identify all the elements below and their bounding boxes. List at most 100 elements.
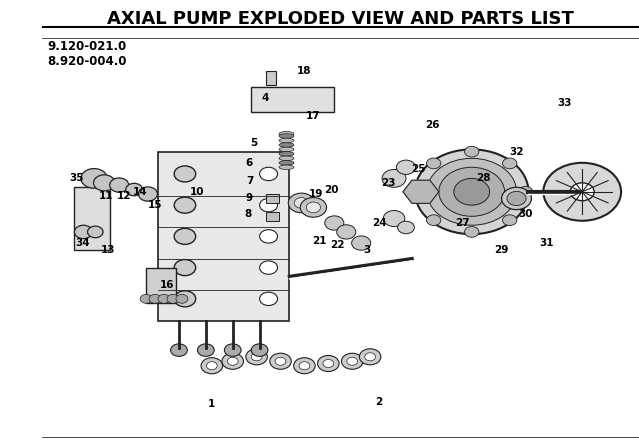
Circle shape bbox=[251, 353, 262, 361]
Text: 12: 12 bbox=[117, 191, 131, 201]
Circle shape bbox=[300, 198, 327, 217]
Circle shape bbox=[174, 197, 196, 213]
Circle shape bbox=[570, 183, 594, 201]
Text: 23: 23 bbox=[381, 178, 396, 188]
Text: 25: 25 bbox=[411, 165, 425, 174]
Circle shape bbox=[149, 294, 161, 303]
FancyBboxPatch shape bbox=[74, 187, 111, 250]
FancyBboxPatch shape bbox=[266, 71, 276, 85]
Circle shape bbox=[347, 357, 358, 365]
Circle shape bbox=[227, 357, 238, 365]
Text: SERVICE MANUAL: SERVICE MANUAL bbox=[10, 248, 19, 332]
Text: 35: 35 bbox=[69, 173, 84, 183]
Circle shape bbox=[299, 362, 310, 370]
Circle shape bbox=[465, 227, 479, 237]
Text: 31: 31 bbox=[539, 238, 553, 248]
Text: 17: 17 bbox=[306, 111, 321, 121]
Text: 21: 21 bbox=[312, 236, 327, 246]
Circle shape bbox=[138, 187, 157, 201]
Circle shape bbox=[275, 357, 286, 365]
Circle shape bbox=[318, 355, 339, 372]
Text: 26: 26 bbox=[426, 120, 440, 130]
Circle shape bbox=[507, 191, 526, 206]
Text: 29: 29 bbox=[495, 245, 509, 255]
Text: 11: 11 bbox=[99, 191, 113, 201]
Circle shape bbox=[518, 186, 533, 197]
Text: 2: 2 bbox=[376, 397, 383, 407]
Text: PRESSURE WASHER: PRESSURE WASHER bbox=[25, 232, 35, 347]
Circle shape bbox=[174, 228, 196, 244]
Circle shape bbox=[174, 166, 196, 182]
FancyBboxPatch shape bbox=[158, 152, 289, 321]
Text: 5: 5 bbox=[250, 138, 258, 148]
Text: 3: 3 bbox=[364, 245, 371, 255]
Circle shape bbox=[167, 294, 179, 303]
Circle shape bbox=[502, 187, 532, 210]
Text: 7: 7 bbox=[246, 176, 253, 186]
FancyBboxPatch shape bbox=[250, 87, 334, 112]
FancyBboxPatch shape bbox=[146, 268, 176, 303]
Ellipse shape bbox=[279, 134, 294, 138]
FancyBboxPatch shape bbox=[266, 194, 279, 203]
Text: 8: 8 bbox=[244, 209, 251, 219]
Ellipse shape bbox=[279, 156, 294, 161]
Circle shape bbox=[126, 183, 142, 196]
Ellipse shape bbox=[279, 152, 294, 156]
Text: 9: 9 bbox=[246, 194, 253, 203]
Ellipse shape bbox=[279, 161, 294, 165]
Text: 13: 13 bbox=[101, 245, 116, 255]
Circle shape bbox=[201, 358, 222, 374]
Text: 15: 15 bbox=[148, 200, 162, 210]
Text: 30: 30 bbox=[518, 209, 533, 219]
Circle shape bbox=[341, 353, 363, 369]
Circle shape bbox=[110, 178, 129, 192]
Circle shape bbox=[197, 344, 214, 356]
Circle shape bbox=[382, 169, 406, 187]
Circle shape bbox=[259, 230, 277, 243]
Circle shape bbox=[88, 226, 103, 238]
Polygon shape bbox=[403, 180, 439, 203]
Circle shape bbox=[397, 221, 414, 234]
Text: 18: 18 bbox=[297, 66, 312, 76]
Circle shape bbox=[176, 294, 188, 303]
Circle shape bbox=[158, 294, 170, 303]
Ellipse shape bbox=[279, 147, 294, 152]
FancyBboxPatch shape bbox=[266, 212, 279, 221]
Text: 33: 33 bbox=[557, 98, 571, 107]
Circle shape bbox=[502, 158, 517, 169]
Circle shape bbox=[259, 167, 277, 181]
Text: 24: 24 bbox=[372, 218, 387, 228]
Circle shape bbox=[251, 344, 268, 356]
Circle shape bbox=[415, 149, 528, 234]
Circle shape bbox=[365, 353, 376, 361]
Text: 28: 28 bbox=[477, 173, 491, 183]
Ellipse shape bbox=[279, 132, 294, 136]
Ellipse shape bbox=[279, 138, 294, 143]
Circle shape bbox=[174, 260, 196, 276]
Text: 22: 22 bbox=[330, 240, 344, 250]
Circle shape bbox=[439, 167, 505, 216]
Circle shape bbox=[411, 186, 425, 197]
Circle shape bbox=[454, 178, 489, 205]
Text: 32: 32 bbox=[509, 147, 524, 157]
Text: 14: 14 bbox=[133, 187, 148, 197]
Circle shape bbox=[337, 225, 356, 239]
Circle shape bbox=[74, 225, 92, 239]
Circle shape bbox=[426, 158, 441, 169]
Text: 4: 4 bbox=[262, 93, 269, 103]
Text: 1: 1 bbox=[208, 399, 215, 409]
Circle shape bbox=[426, 215, 441, 226]
Text: 6: 6 bbox=[246, 158, 253, 168]
Text: 9.120-021.0: 9.120-021.0 bbox=[47, 40, 127, 54]
Circle shape bbox=[224, 344, 241, 356]
Text: 34: 34 bbox=[75, 238, 89, 248]
Circle shape bbox=[259, 261, 277, 274]
Circle shape bbox=[383, 211, 404, 227]
Circle shape bbox=[222, 353, 243, 369]
Circle shape bbox=[396, 160, 415, 174]
Circle shape bbox=[465, 146, 479, 157]
Circle shape bbox=[174, 291, 196, 307]
Circle shape bbox=[81, 169, 107, 188]
Text: AXIAL PUMP EXPLODED VIEW AND PARTS LIST: AXIAL PUMP EXPLODED VIEW AND PARTS LIST bbox=[107, 10, 574, 28]
Ellipse shape bbox=[279, 143, 294, 147]
